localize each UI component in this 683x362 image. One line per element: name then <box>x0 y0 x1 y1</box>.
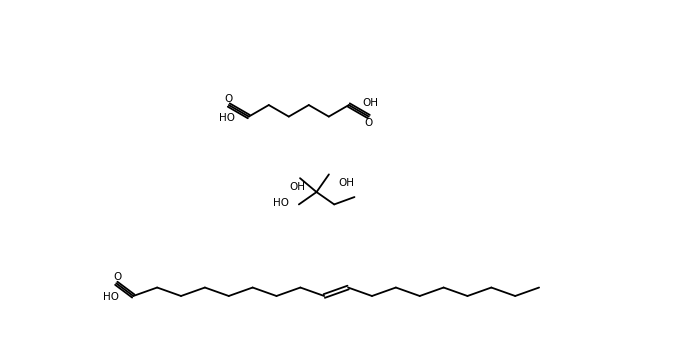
Text: HO: HO <box>219 113 235 123</box>
Text: OH: OH <box>290 182 306 191</box>
Text: O: O <box>365 118 373 128</box>
Text: O: O <box>113 272 122 282</box>
Text: HO: HO <box>103 292 120 302</box>
Text: O: O <box>225 94 233 104</box>
Text: OH: OH <box>338 178 354 188</box>
Text: HO: HO <box>273 198 289 208</box>
Text: OH: OH <box>363 98 378 109</box>
